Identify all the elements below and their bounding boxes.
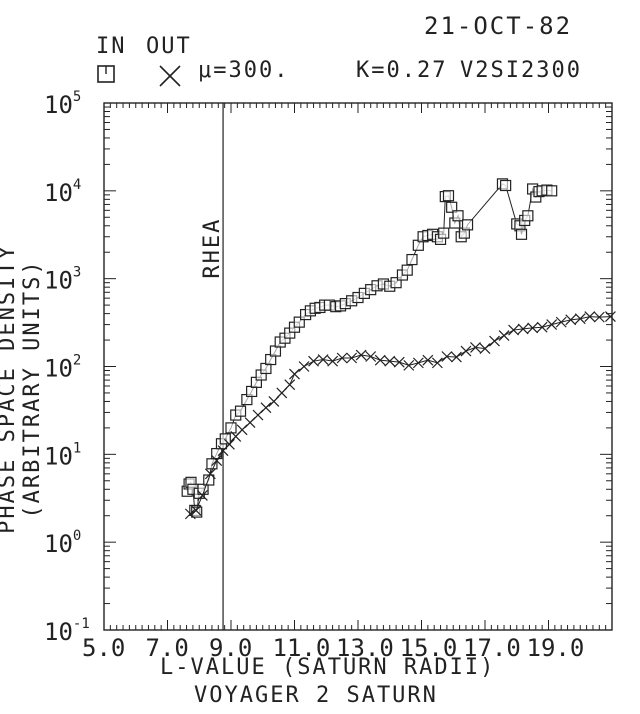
data-point-in bbox=[438, 227, 450, 239]
k-parameter: K=0.27 bbox=[356, 58, 448, 83]
data-point-out bbox=[184, 508, 196, 520]
y-tick-label: 10-1 bbox=[44, 616, 90, 646]
data-point-out bbox=[393, 356, 405, 368]
y-tick-label: 101 bbox=[44, 440, 81, 470]
data-point-out bbox=[355, 349, 367, 361]
data-point-in bbox=[225, 422, 237, 434]
data-point-out bbox=[546, 319, 558, 331]
data-point-out bbox=[197, 490, 208, 501]
data-point-out bbox=[431, 357, 443, 369]
data-point-in bbox=[452, 210, 464, 222]
data-point-in bbox=[500, 179, 512, 192]
x-tick-label: 5.0 bbox=[82, 634, 125, 662]
legend-out-cross-icon bbox=[159, 65, 181, 87]
y-tick-label: 100 bbox=[44, 528, 81, 558]
data-point-out bbox=[190, 504, 202, 516]
x-tick-label: 11.0 bbox=[273, 634, 331, 662]
data-point-out bbox=[204, 468, 216, 480]
data-point-out bbox=[374, 354, 386, 366]
data-point-out bbox=[604, 311, 616, 323]
data-point-out bbox=[308, 355, 319, 367]
data-point-out bbox=[574, 313, 586, 325]
legend-out-label: OUT bbox=[146, 34, 192, 59]
series-line-out bbox=[190, 316, 611, 515]
data-point-out bbox=[422, 354, 434, 366]
data-point-out bbox=[584, 311, 596, 323]
spacecraft-caption: VOYAGER 2 SATURN bbox=[194, 683, 438, 708]
y-tick-label: 105 bbox=[44, 89, 81, 119]
data-point-in bbox=[234, 405, 247, 417]
data-point-out bbox=[489, 335, 500, 347]
mu-parameter: μ=300. bbox=[198, 58, 290, 83]
x-tick-label: 9.0 bbox=[209, 634, 252, 662]
data-point-in bbox=[461, 219, 474, 231]
data-point-in bbox=[401, 264, 413, 276]
plot-frame bbox=[103, 102, 613, 631]
data-point-out bbox=[479, 343, 491, 354]
data-point-out bbox=[460, 345, 472, 357]
data-point-out bbox=[365, 351, 377, 362]
x-tick-label: 19.0 bbox=[527, 634, 585, 662]
data-point-in bbox=[406, 253, 418, 266]
data-point-in bbox=[446, 201, 458, 213]
data-point-out bbox=[336, 352, 348, 364]
legend-in-label: IN bbox=[96, 34, 127, 59]
data-point-in bbox=[219, 433, 231, 445]
data-point-out bbox=[412, 357, 424, 369]
data-point-in bbox=[442, 190, 455, 202]
data-point-out bbox=[498, 330, 510, 341]
x-tick-label: 7.0 bbox=[146, 634, 189, 662]
data-point-out bbox=[555, 316, 567, 328]
data-point-out bbox=[317, 354, 329, 365]
data-point-out bbox=[565, 314, 577, 326]
data-point-out bbox=[384, 355, 396, 367]
data-point-out bbox=[517, 323, 529, 335]
data-point-out bbox=[536, 321, 548, 333]
x-tick-label: 13.0 bbox=[336, 634, 394, 662]
data-point-out bbox=[527, 322, 539, 334]
data-point-out bbox=[508, 324, 519, 336]
x-tick-label: 15.0 bbox=[400, 634, 458, 662]
data-point-out bbox=[346, 352, 358, 364]
data-point-in bbox=[522, 210, 534, 222]
data-point-out bbox=[441, 351, 453, 362]
data-point-in bbox=[546, 185, 558, 197]
data-point-in bbox=[390, 277, 402, 289]
plot-date: 21-OCT-82 bbox=[424, 12, 573, 40]
data-point-out bbox=[451, 351, 462, 363]
y-tick-label: 103 bbox=[44, 265, 81, 295]
series-line-in bbox=[186, 183, 552, 514]
data-point-in bbox=[515, 228, 528, 240]
data-point-out bbox=[289, 368, 300, 380]
data-point-out bbox=[403, 359, 415, 371]
y-axis-label: PHASE SPACE DENSITY (ARBITRARY UNITS) bbox=[0, 244, 45, 534]
data-point-out bbox=[593, 311, 605, 323]
y-tick-label: 102 bbox=[44, 353, 81, 383]
data-point-out bbox=[223, 438, 235, 450]
data-point-in bbox=[293, 316, 305, 328]
x-axis-label: L-VALUE (SATURN RADII) bbox=[160, 655, 496, 680]
data-point-out bbox=[327, 355, 339, 367]
rhea-label: RHEA bbox=[200, 218, 225, 279]
run-id: V2SI2300 bbox=[460, 58, 582, 83]
y-tick-label: 104 bbox=[44, 177, 81, 207]
data-point-out bbox=[284, 379, 296, 391]
data-point-out bbox=[260, 402, 272, 414]
data-point-out bbox=[211, 455, 223, 466]
x-tick-label: 17.0 bbox=[463, 634, 521, 662]
legend-in-square-icon bbox=[97, 65, 115, 83]
data-point-out bbox=[298, 361, 310, 372]
data-point-out bbox=[470, 341, 481, 353]
